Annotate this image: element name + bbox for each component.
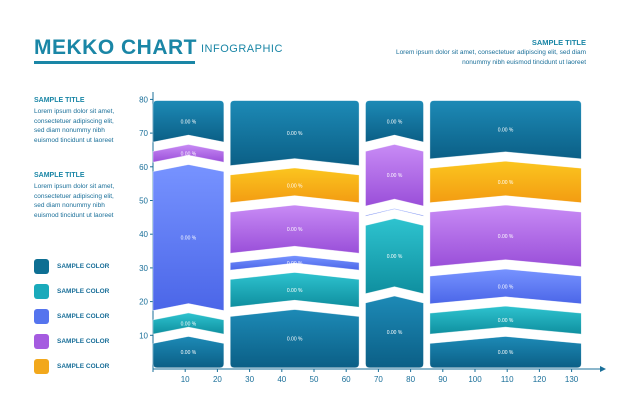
mekko-segment <box>429 204 582 268</box>
y-tick-label: 70 <box>139 129 148 138</box>
legend-item: SAMPLE COLOR <box>34 333 109 349</box>
mekko-segment <box>152 312 225 335</box>
legend-item: SAMPLE COLOR <box>34 308 109 324</box>
segment-value-label: 0.00 % <box>387 119 403 125</box>
segment-value-label: 0.00 % <box>287 227 303 233</box>
segment-value-label: 0.00 % <box>181 236 197 242</box>
sidebar-title-1: SAMPLE TITLE <box>34 97 85 104</box>
mekko-segment <box>229 167 360 204</box>
legend-label: SAMPLE COLOR <box>57 312 110 320</box>
segment-value-label: 0.00 % <box>181 119 197 125</box>
legend-swatch <box>34 333 49 349</box>
mekko-segment <box>365 208 424 217</box>
segment-value-label: 0.00 % <box>181 151 197 157</box>
segment-value-label: 0.00 % <box>387 173 403 179</box>
sidebar-text-2: Lorem ipsum dolor sit amet, consectetuer… <box>34 183 115 219</box>
mekko-segment <box>229 272 360 308</box>
segment-value-label: 0.00 % <box>498 318 514 324</box>
segment-value-label: 0.00 % <box>287 337 303 343</box>
segment-value-label: 0.00 % <box>287 261 303 267</box>
mekko-segment <box>429 100 582 160</box>
mekko-segment <box>429 305 582 335</box>
x-tick-label: 10 <box>181 375 190 384</box>
mekko-segment <box>152 336 225 369</box>
mekko-segment <box>429 160 582 203</box>
x-tick-label: 90 <box>438 375 447 384</box>
legend-label: SAMPLE COLOR <box>57 362 110 370</box>
title-underline <box>34 61 195 64</box>
sidebar-text-1: Lorem ipsum dolor sit amet, consectetuer… <box>34 108 115 144</box>
legend-swatch <box>34 283 49 299</box>
mekko-segment <box>229 100 360 166</box>
segment-value-label: 0.00 % <box>287 288 303 294</box>
mekko-segment <box>365 295 424 369</box>
mekko-segment <box>229 255 360 271</box>
legend-swatch <box>34 258 49 274</box>
right-sample-title: SAMPLE TITLE <box>531 38 586 47</box>
mekko-segment <box>152 100 225 143</box>
legend-item: SAMPLE COLOR <box>34 258 109 274</box>
mekko-segment <box>152 144 225 163</box>
mekko-segment <box>229 204 360 254</box>
segment-value-label: 0.00 % <box>498 350 514 356</box>
segment-value-label: 0.00 % <box>181 322 197 328</box>
mekko-segment <box>429 268 582 305</box>
legend-label: SAMPLE COLOR <box>57 262 110 270</box>
mekko-segment <box>365 100 424 143</box>
x-tick-label: 20 <box>213 375 222 384</box>
segment-value-label: 0.00 % <box>387 210 403 216</box>
y-tick-label: 20 <box>139 298 148 307</box>
sidebar-title-2: SAMPLE TITLE <box>34 172 85 179</box>
legend-swatch <box>34 358 49 374</box>
mekko-segment <box>365 218 424 295</box>
segment-value-label: 0.00 % <box>498 128 514 134</box>
y-tick-label: 80 <box>139 95 148 104</box>
page-subtitle: INFOGRAPHIC <box>201 43 283 55</box>
x-tick-label: 130 <box>565 375 579 384</box>
legend-label: SAMPLE COLOR <box>57 287 110 295</box>
mekko-segment <box>429 336 582 369</box>
segment-value-label: 0.00 % <box>181 350 197 356</box>
x-tick-label: 80 <box>406 375 415 384</box>
mekko-segment <box>365 144 424 207</box>
segment-value-label: 0.00 % <box>498 284 514 290</box>
segment-value-label: 0.00 % <box>287 183 303 189</box>
y-tick-label: 30 <box>139 264 148 273</box>
y-tick-label: 10 <box>139 331 148 340</box>
right-sample-text: Lorem ipsum dolor sit amet, consectetuer… <box>395 49 586 66</box>
x-tick-label: 50 <box>310 375 319 384</box>
segment-value-label: 0.00 % <box>387 330 403 336</box>
page-title: MEKKO CHART <box>34 36 197 59</box>
legend-label: SAMPLE COLOR <box>57 337 110 345</box>
x-tick-label: 100 <box>468 375 482 384</box>
segment-value-label: 0.00 % <box>287 131 303 137</box>
legend-item: SAMPLE COLOR <box>34 283 109 299</box>
y-tick-label: 50 <box>139 197 148 206</box>
y-tick-label: 60 <box>139 163 148 172</box>
segment-value-label: 0.00 % <box>498 234 514 240</box>
segment-value-label: 0.00 % <box>498 180 514 186</box>
x-axis-arrow <box>600 366 606 372</box>
y-tick-label: 40 <box>139 230 148 239</box>
legend-item: SAMPLE COLOR <box>34 358 109 374</box>
x-tick-label: 30 <box>245 375 254 384</box>
x-tick-label: 120 <box>533 375 547 384</box>
x-tick-label: 70 <box>374 375 383 384</box>
segment-value-label: 0.00 % <box>387 254 403 260</box>
mekko-segment <box>152 164 225 311</box>
legend-swatch <box>34 308 49 324</box>
x-tick-label: 110 <box>501 375 514 384</box>
mekko-segment <box>229 309 360 369</box>
x-tick-label: 60 <box>342 375 351 384</box>
x-tick-label: 40 <box>277 375 286 384</box>
